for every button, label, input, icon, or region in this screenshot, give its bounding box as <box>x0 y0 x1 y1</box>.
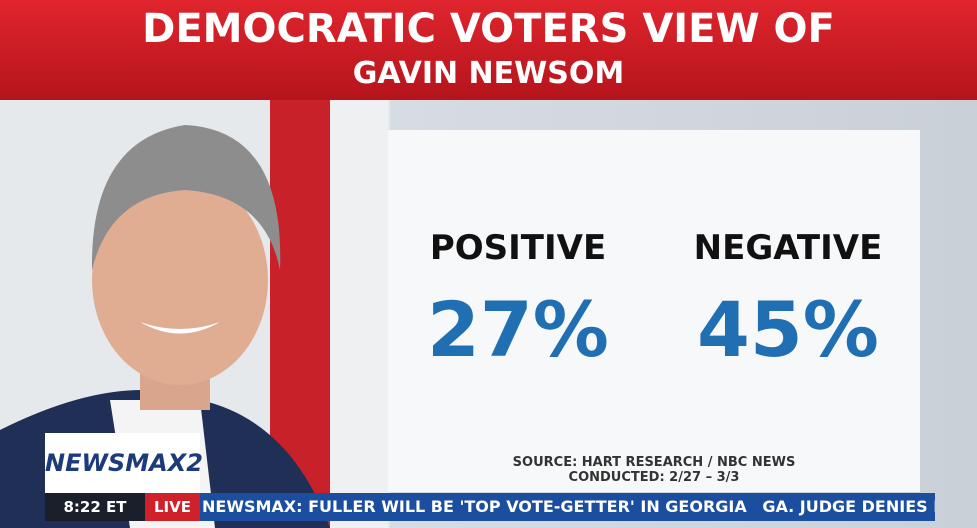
stats-card <box>388 130 920 492</box>
ticker-item: NEWSMAX: FULLER WILL BE 'TOP VOTE-GETTER… <box>202 497 747 516</box>
ticker-item: GA. JUDGE DENIES LAKEN RIL <box>762 497 935 516</box>
logo: NEWSMAX2 <box>45 433 203 493</box>
stat-label: POSITIVE <box>429 228 607 268</box>
header: DEMOCRATIC VOTERS VIEW OF GAVIN NEWSOM <box>0 0 977 100</box>
stat-value: 45% <box>697 285 879 374</box>
time: 8:22 ET <box>45 493 145 521</box>
stat-value: 27% <box>427 285 609 374</box>
source: SOURCE: HART RESEARCH / NBC NEWS <box>512 455 796 470</box>
conducted: CONDUCTED: 2/27 – 3/3 <box>568 470 740 485</box>
live-badge: LIVE <box>145 493 200 521</box>
subtitle: GAVIN NEWSOM <box>352 56 625 91</box>
stat-label: NEGATIVE <box>693 228 883 268</box>
ticker: NEWSMAX: FULLER WILL BE 'TOP VOTE-GETTER… <box>200 493 935 521</box>
title: DEMOCRATIC VOTERS VIEW OF <box>142 6 835 52</box>
